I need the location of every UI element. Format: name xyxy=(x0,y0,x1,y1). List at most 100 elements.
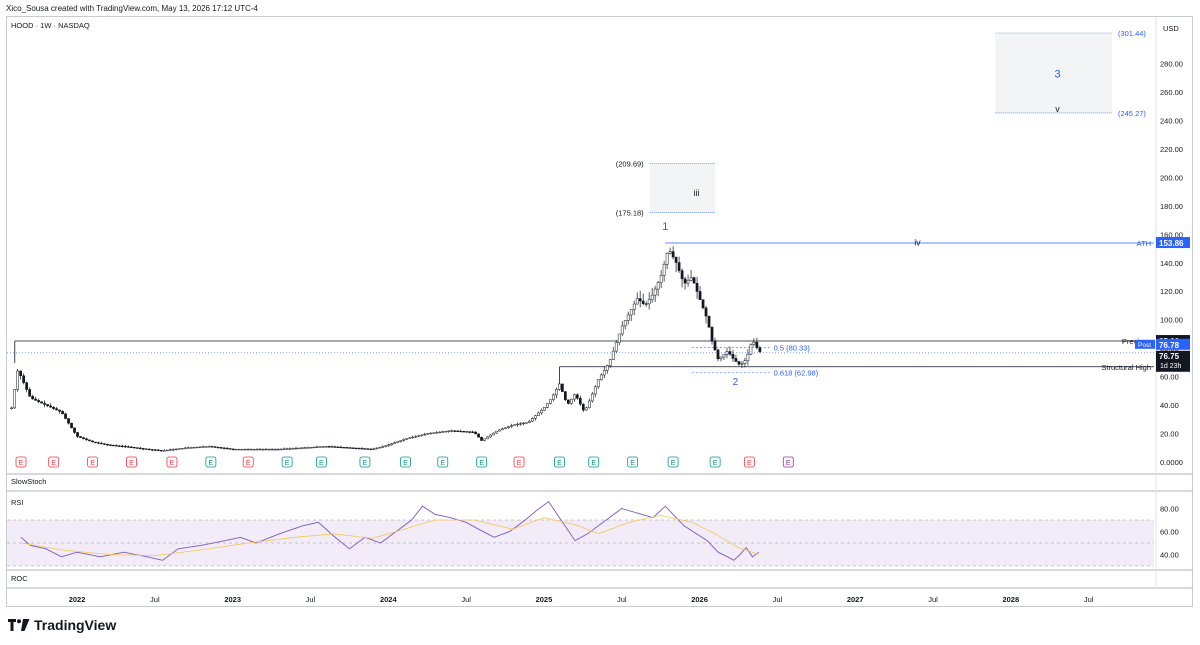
earnings-marker-label: E xyxy=(630,460,635,467)
candle-body xyxy=(330,446,334,448)
candle-body xyxy=(234,448,238,451)
candle-body xyxy=(396,441,400,443)
candle-body xyxy=(743,360,747,364)
earnings-marker xyxy=(126,456,137,468)
candle-body xyxy=(297,447,301,450)
earnings-marker xyxy=(743,456,755,468)
earnings-marker-label: E xyxy=(246,460,251,467)
post-price-tag: 76.78 xyxy=(1159,341,1180,350)
time-axis-tick: Jul xyxy=(928,595,938,604)
candle-body xyxy=(103,443,106,445)
earnings-marker-label: E xyxy=(170,460,175,467)
candle-body xyxy=(423,433,427,436)
candle-body xyxy=(755,341,759,348)
candle-body xyxy=(372,448,376,450)
candle-body xyxy=(465,431,468,433)
candle-body xyxy=(629,309,633,316)
time-axis-tick: Jul xyxy=(1084,595,1094,604)
candle-body xyxy=(647,299,651,305)
candle-body xyxy=(414,436,418,438)
candle-body xyxy=(459,430,462,433)
candle-body xyxy=(590,393,594,402)
candle-body xyxy=(34,398,37,401)
time-axis-tick: 2025 xyxy=(536,595,553,604)
post-price-tag-bg xyxy=(1156,338,1190,350)
candle-body xyxy=(61,411,64,415)
candle-body xyxy=(581,403,585,411)
candle-body xyxy=(79,436,82,438)
candle-body xyxy=(626,314,630,321)
candle-body xyxy=(55,408,58,411)
earnings-marker xyxy=(709,456,721,468)
candle-body xyxy=(441,431,444,433)
candle-body xyxy=(312,446,316,449)
wave-label: 1 xyxy=(662,221,668,233)
tradingview-brand: TradingView xyxy=(8,617,116,633)
price-axis-tick: 220.00 xyxy=(1160,145,1183,154)
candle-body xyxy=(246,448,250,451)
candle-body xyxy=(363,448,367,450)
candle-body xyxy=(70,422,73,429)
candle-body xyxy=(444,431,447,433)
candle-body xyxy=(546,403,549,408)
candle-body xyxy=(504,427,507,430)
candle-body xyxy=(255,448,259,451)
earnings-marker-label: E xyxy=(671,460,676,467)
candle-body xyxy=(543,407,546,411)
candle-body xyxy=(695,282,699,292)
candle-body xyxy=(327,446,331,448)
candle-body xyxy=(483,438,486,441)
wave-3-zone-top-label: (301.44) xyxy=(1118,29,1146,38)
candle-body xyxy=(534,415,537,419)
price-axis-tick: 180.00 xyxy=(1160,202,1183,211)
candle-body xyxy=(384,445,388,447)
candle-body xyxy=(360,448,364,450)
candle-body xyxy=(408,437,412,439)
candle-body xyxy=(186,447,190,449)
candle-body xyxy=(195,446,199,449)
wave-3-zone xyxy=(995,33,1112,113)
price-axis-tick: 40.00 xyxy=(1160,401,1179,410)
rsi-axis-tick: 80.00 xyxy=(1160,505,1179,514)
earnings-marker-label: E xyxy=(51,460,56,467)
earnings-marker xyxy=(667,456,679,468)
candle-body xyxy=(73,427,76,433)
candle-body xyxy=(285,448,289,450)
candle-body xyxy=(555,389,558,396)
earnings-marker-label: E xyxy=(440,460,445,467)
last-price-tag: 76.75 xyxy=(1159,352,1180,361)
earnings-marker xyxy=(48,456,60,468)
candle-body xyxy=(740,363,744,365)
last-price-tag-bg xyxy=(1156,350,1190,371)
wave-3-zone-bottom-label: (245.27) xyxy=(1118,109,1146,118)
candle-body xyxy=(477,433,480,438)
candle-body xyxy=(375,447,379,450)
candle-body xyxy=(668,251,672,254)
candle-body xyxy=(354,447,358,450)
candle-body xyxy=(653,288,657,296)
candle-body xyxy=(552,394,555,400)
earnings-marker-label: E xyxy=(786,460,791,467)
post-badge-bg xyxy=(1135,339,1155,349)
candle-body xyxy=(288,448,292,450)
candle-body xyxy=(294,447,298,450)
candle-body xyxy=(474,431,477,435)
candle-body xyxy=(336,446,340,448)
candle-body xyxy=(680,270,684,280)
candle-body xyxy=(180,447,184,450)
candle-body xyxy=(584,407,588,411)
earnings-marker-label: E xyxy=(517,460,522,467)
candle-body xyxy=(468,431,471,433)
candle-body xyxy=(528,420,531,423)
earnings-marker-label: E xyxy=(129,460,134,467)
candle-body xyxy=(279,448,283,451)
candle-body xyxy=(417,435,421,437)
candle-body xyxy=(644,303,648,305)
candle-body xyxy=(495,430,498,434)
candle-body xyxy=(716,349,720,360)
candle-body xyxy=(159,449,163,452)
candle-body xyxy=(192,447,196,449)
candle-body xyxy=(537,412,540,416)
candle-body xyxy=(611,350,615,360)
